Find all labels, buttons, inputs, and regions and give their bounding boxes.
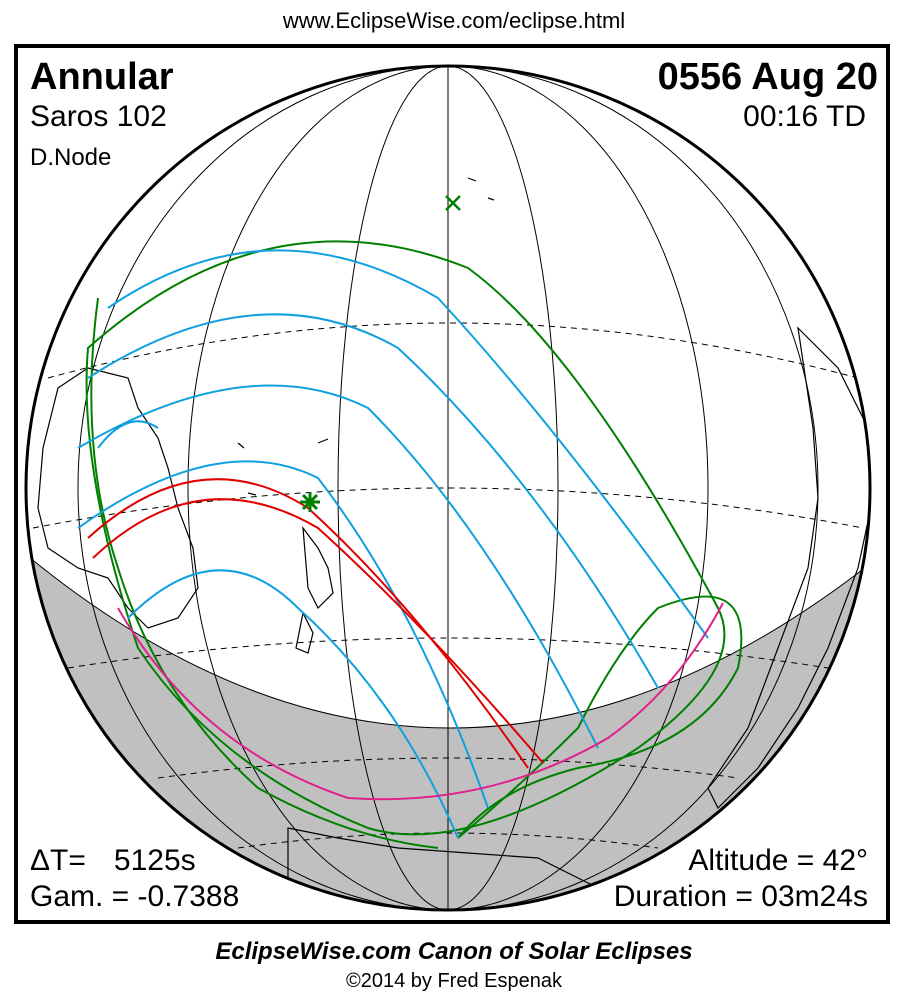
map-frame xyxy=(14,44,890,924)
duration-value: Duration = 03m24s xyxy=(613,880,868,913)
eclipse-time: 00:16 TD xyxy=(743,100,866,133)
australia-coast xyxy=(37,367,199,629)
saros-number: Saros 102 xyxy=(30,100,167,133)
node-label: D.Node xyxy=(30,144,112,171)
delta-t: ΔT= 5125s xyxy=(30,844,196,878)
globe-outline xyxy=(24,64,872,912)
new-zealand-coast xyxy=(295,525,334,654)
eclipse-type: Annular xyxy=(30,56,174,98)
partial-eclipse-lines xyxy=(77,249,709,839)
eclipse-globe-map xyxy=(24,64,872,912)
pacific-islands xyxy=(237,177,495,496)
source-url[interactable]: www.EclipseWise.com/eclipse.html xyxy=(282,8,626,33)
outer-eclipse-limit-west xyxy=(90,297,439,849)
greatest-eclipse-marker xyxy=(300,492,320,512)
delta-t-label: ΔT= xyxy=(30,844,86,877)
rise-set-curve xyxy=(117,602,724,801)
outer-eclipse-limit xyxy=(85,240,726,836)
delta-t-value: 5125s xyxy=(113,844,196,877)
altitude-value: Altitude = 42° xyxy=(688,844,868,877)
subsolar-point-marker xyxy=(445,195,461,211)
coastlines xyxy=(37,177,870,910)
footer-title: EclipseWise.com Canon of Solar Eclipses xyxy=(215,938,693,965)
footer-copyright: ©2014 by Fred Espenak xyxy=(346,970,562,992)
gamma-value: Gam. = -0.7388 xyxy=(30,880,240,913)
south-america-coast xyxy=(707,326,870,810)
central-path xyxy=(87,478,544,769)
graticule-parallels xyxy=(32,322,864,849)
eclipse-date: 0556 Aug 20 xyxy=(657,56,878,98)
outer-eclipse-limit-lobe xyxy=(457,595,743,839)
